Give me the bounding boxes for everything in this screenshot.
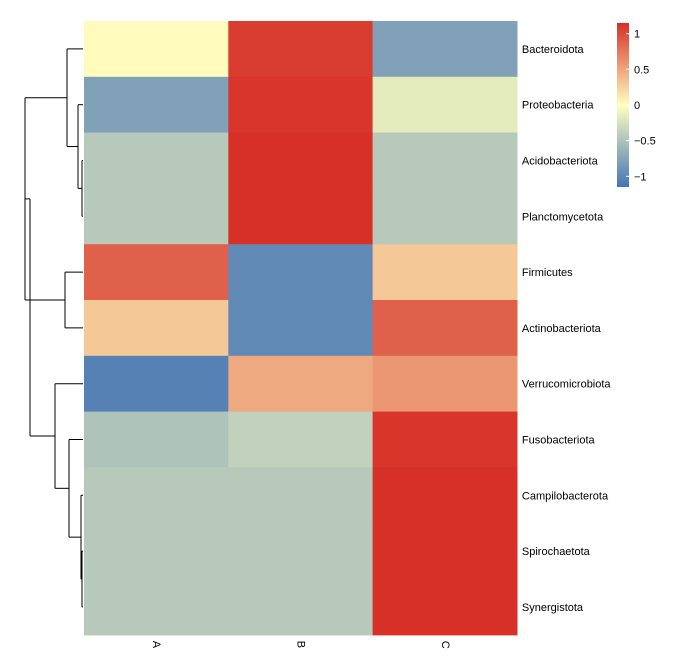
heatmap-cell [84, 523, 229, 580]
heatmap-cell [372, 244, 518, 301]
heatmap-cell [228, 300, 374, 357]
heatmap-cell [84, 188, 229, 245]
heatmap-cell [84, 76, 229, 134]
legend-tick-label: 0.5 [634, 64, 649, 76]
heatmap-cell [228, 132, 374, 189]
heatmap-cell [372, 188, 518, 245]
heatmap-cells [84, 21, 518, 636]
color-legend-ticks: 1 0.5 0 −0.5 −1 [626, 29, 656, 183]
row-label: Acidobacteriota [522, 156, 599, 168]
row-labels: Bacteroidota Proteobacteria Acidobacteriot… [522, 44, 612, 614]
heatmap-cell [228, 411, 374, 468]
heatmap-cell [84, 355, 229, 413]
row-label: Bacteroidota [522, 44, 585, 56]
heatmap-cell [84, 579, 229, 636]
heatmap-cell [228, 188, 374, 245]
heatmap-cell [372, 355, 518, 413]
color-legend-bar [617, 23, 629, 187]
heatmap-cell [228, 244, 374, 301]
color-legend: 1 0.5 0 −0.5 −1 [617, 23, 656, 187]
column-label: B [295, 641, 307, 648]
row-label: Planctomycetota [522, 211, 604, 223]
row-label: Verrucomicrobiota [522, 379, 612, 391]
heatmap-cell [372, 523, 518, 580]
heatmap-cell [228, 523, 374, 580]
heatmap-cell [372, 132, 518, 189]
row-dendrogram [24, 48, 83, 608]
heatmap-cell [372, 21, 518, 78]
row-label: Fusobacteriota [522, 435, 596, 447]
heatmap-cell [372, 76, 518, 134]
row-label: Synergistota [522, 602, 584, 614]
heatmap-cell [84, 21, 229, 78]
legend-tick-label: −0.5 [634, 136, 656, 148]
heatmap-cell [84, 132, 229, 189]
heatmap-cell [228, 467, 374, 524]
legend-tick-label: 1 [634, 29, 640, 41]
row-label: Proteobacteria [522, 100, 594, 112]
column-label: A [150, 641, 162, 649]
heatmap-cell [84, 300, 229, 357]
row-label: Actinobacteriota [522, 323, 602, 335]
heatmap-cell [228, 76, 374, 134]
column-labels: A B C [150, 641, 451, 649]
heatmap-cell [228, 355, 374, 413]
legend-tick-label: −1 [634, 171, 647, 183]
legend-tick-label: 0 [634, 100, 640, 112]
heatmap-cell [228, 579, 374, 636]
heatmap-cell [372, 300, 518, 357]
row-label: Campilobacterota [522, 490, 609, 502]
heatmap-cell [84, 467, 229, 524]
heatmap-cell [84, 244, 229, 301]
heatmap-cell [84, 411, 229, 468]
heatmap-cell [372, 467, 518, 524]
row-label: Firmicutes [522, 267, 573, 279]
heatmap-cell [372, 411, 518, 468]
heatmap-cell [372, 579, 518, 636]
column-label: C [439, 641, 451, 649]
heatmap-cell [228, 21, 374, 78]
row-label: Spirochaetota [522, 546, 591, 558]
